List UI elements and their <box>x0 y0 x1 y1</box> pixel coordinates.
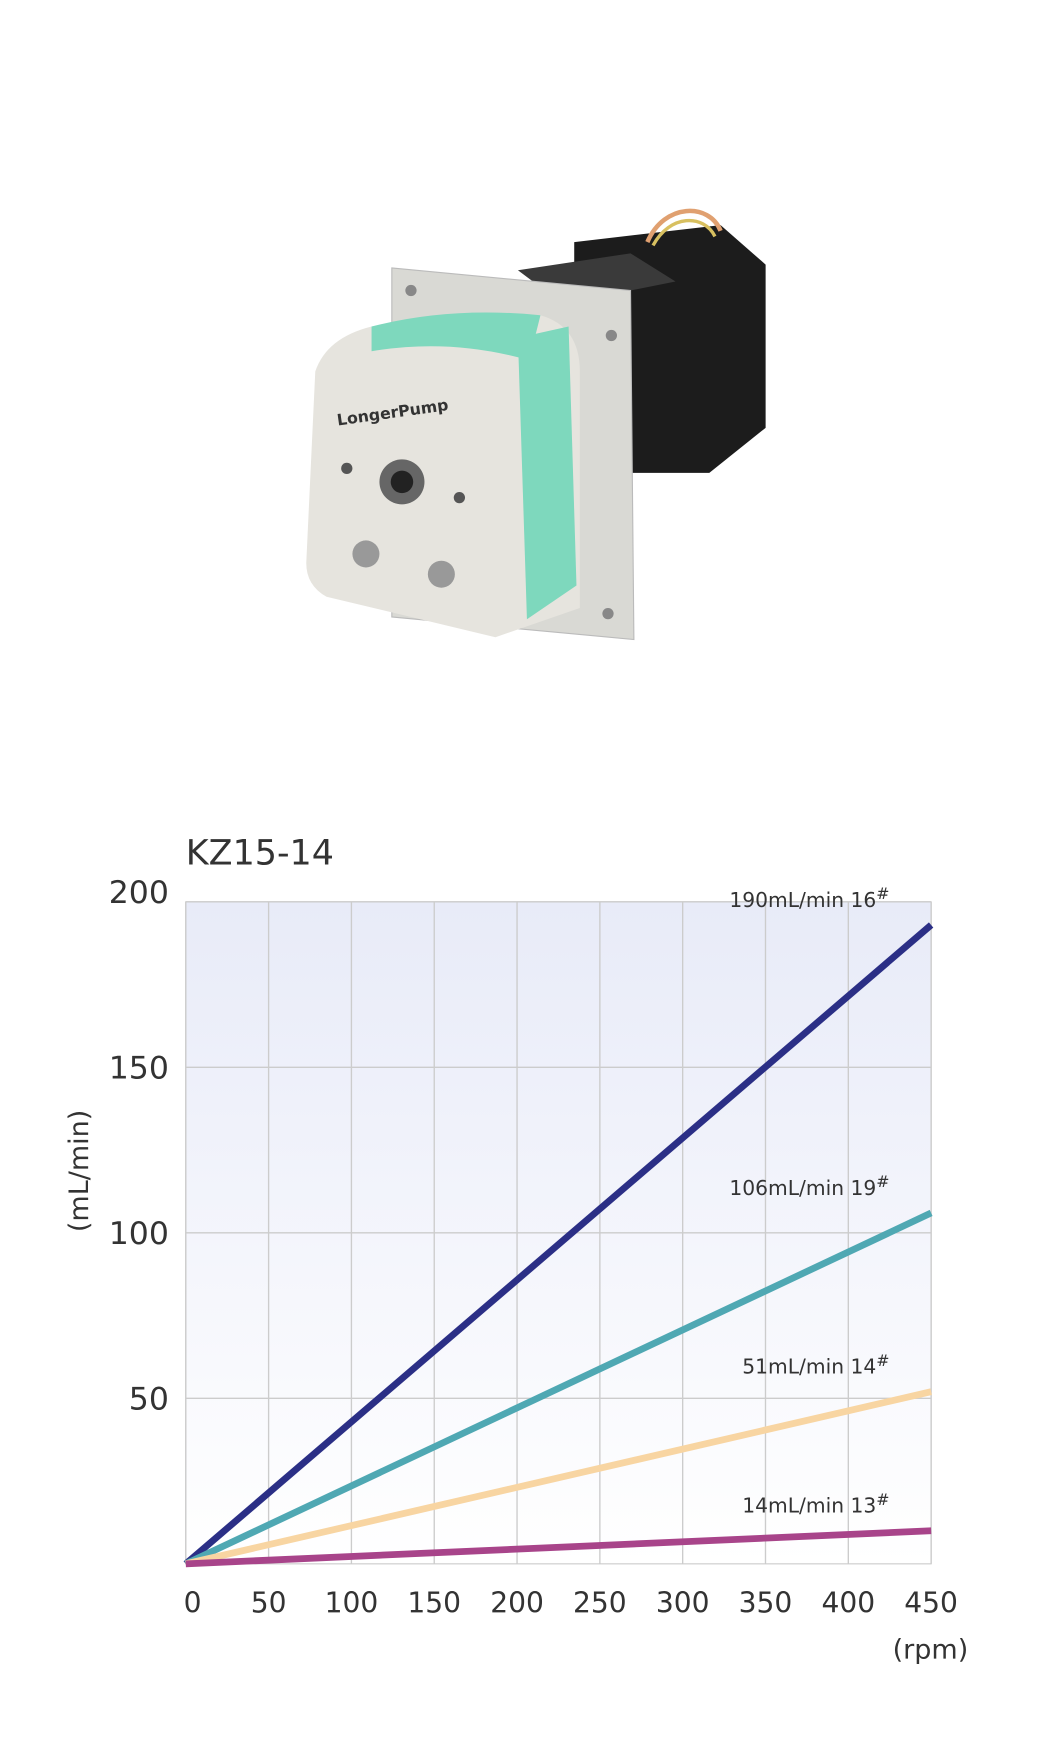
series-line <box>184 1209 933 1567</box>
series-line <box>185 1388 932 1568</box>
annotation-text: 190mL/min 16 <box>729 888 876 912</box>
x-tick-label: 0 <box>184 1586 202 1619</box>
x-tick-label: 100 <box>325 1586 379 1619</box>
y-tick-label: 100 <box>109 1216 169 1252</box>
x-tick-label: 250 <box>573 1586 627 1619</box>
x-tick-label: 300 <box>656 1586 710 1619</box>
annotation-text: 51mL/min 14 <box>742 1355 876 1379</box>
line-annotation: 106mL/min 19# <box>729 1172 889 1200</box>
line-annotation: 51mL/min 14# <box>742 1351 889 1379</box>
product-image: LongerPump <box>306 208 766 641</box>
annotation-superscript: # <box>876 1172 889 1191</box>
x-tick-label: 150 <box>407 1586 461 1619</box>
annotation-text: 14mL/min 13 <box>742 1494 876 1518</box>
chart-title: KZ15-14 <box>186 834 334 874</box>
line-annotation: 190mL/min 16# <box>729 884 889 912</box>
y-tick-label: 50 <box>129 1382 169 1418</box>
line-annotation: 14mL/min 13# <box>742 1490 889 1518</box>
x-tick-label: 50 <box>251 1586 287 1619</box>
y-tick-label: 200 <box>109 875 169 911</box>
x-tick-label: 200 <box>490 1586 544 1619</box>
annotation-superscript: # <box>876 1490 889 1509</box>
x-tick-label: 400 <box>821 1586 875 1619</box>
x-tick-label: 350 <box>739 1586 793 1619</box>
series-line <box>185 1527 932 1568</box>
annotation-superscript: # <box>876 884 889 903</box>
x-tick-label: 450 <box>904 1586 958 1619</box>
annotation-text: 106mL/min 19 <box>729 1176 876 1200</box>
x-axis-label: (rpm) <box>893 1634 969 1665</box>
y-axis-label: (mL/min) <box>64 1110 95 1233</box>
annotation-superscript: # <box>876 1351 889 1370</box>
y-tick-label: 150 <box>109 1051 169 1087</box>
series-line <box>183 922 934 1567</box>
